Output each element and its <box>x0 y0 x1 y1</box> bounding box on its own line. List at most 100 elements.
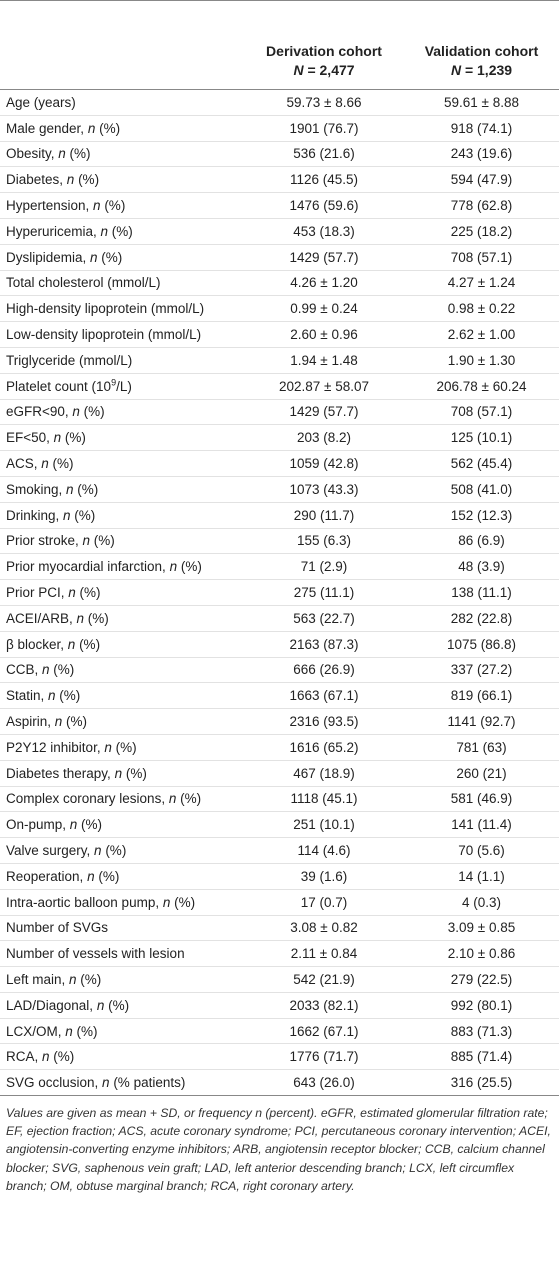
text-part: (%) <box>79 404 105 420</box>
text-part: n <box>54 714 63 730</box>
cell-value: 1616 (65.2) <box>244 734 404 761</box>
cell-value: 1073 (43.3) <box>244 476 404 503</box>
cell-value: 563 (22.7) <box>244 605 404 632</box>
cell-value: 0.98 ± 0.22 <box>404 295 559 323</box>
cell-value: 4.26 ± 1.20 <box>244 270 404 297</box>
text-part: (%) <box>97 249 123 265</box>
row-label: Drinking, n (%) <box>0 502 244 529</box>
text-part: n <box>169 559 178 575</box>
text-part: High-density lipoprotein (mmol/L) <box>6 301 205 317</box>
cell-value: 3.09 ± 0.85 <box>404 915 559 942</box>
table-row: ACEI/ARB, n (%) 563 (22.7) 282 (22.8) <box>0 605 559 632</box>
table-header: Derivation cohort N = 2,477 Validation coh… <box>0 0 559 90</box>
table-row: Statin, n (%) 1663 (67.1) 819 (66.1) <box>0 682 559 710</box>
cell-value: 1476 (59.6) <box>244 192 404 219</box>
text-part: EF<50, <box>6 430 54 446</box>
column-n: N = 2,477 <box>248 61 400 80</box>
text-part: (%) <box>74 172 100 188</box>
text-part: n <box>67 636 76 652</box>
cell-value: 152 (12.3) <box>404 502 559 529</box>
text-part: (%) <box>90 533 115 549</box>
cell-value: 918 (74.1) <box>404 115 559 142</box>
cell-value: 562 (45.4) <box>404 450 559 477</box>
cell-value: 71 (2.9) <box>244 553 404 581</box>
text-part: N <box>293 62 304 78</box>
column-header: Validation cohort N = 1,239 <box>404 0 559 90</box>
text-part: n <box>66 481 74 497</box>
text-part: n <box>168 791 177 807</box>
cell-value: 536 (21.6) <box>244 141 404 168</box>
text-part: Aspirin, <box>6 714 55 730</box>
table-row: Left main, n (%) 542 (21.9) 279 (22.5) <box>0 966 559 993</box>
cell-value: 1118 (45.1) <box>244 786 404 813</box>
text-part: Total cholesterol (mmol/L) <box>6 275 161 291</box>
row-label: Diabetes, n (%) <box>0 166 244 194</box>
table-row: SVG occlusion, n (% patients) 643 (26.0) 3… <box>0 1069 559 1097</box>
row-label: Prior PCI, n (%) <box>0 579 244 606</box>
text-part: (%) <box>111 739 137 755</box>
text-part: eGFR<90, <box>6 404 73 420</box>
text-part: (%) <box>94 868 120 884</box>
cell-value: 4.27 ± 1.24 <box>404 270 559 297</box>
text-part: Smoking, <box>6 481 67 497</box>
row-label: SVG occlusion, n (% patients) <box>0 1069 244 1097</box>
text-part: Obesity, <box>6 146 59 162</box>
row-label: Number of SVGs <box>0 915 244 942</box>
text-part: N <box>450 62 462 78</box>
text-part: (%) <box>48 456 74 472</box>
cell-value: 1901 (76.7) <box>244 115 404 142</box>
cell-value: 1.90 ± 1.30 <box>404 347 559 374</box>
cell-value: 70 (5.6) <box>404 837 559 864</box>
text-part: Diabetes therapy, <box>6 765 115 781</box>
text-part: Low-density lipoprotein (mmol/L) <box>6 327 202 343</box>
table-row: LCX/OM, n (%) 1662 (67.1) 883 (71.3) <box>0 1018 559 1045</box>
cell-value: 141 (11.4) <box>404 811 559 839</box>
cell-value: 206.78 ± 60.24 <box>404 373 559 400</box>
row-label: Hypertension, n (%) <box>0 192 244 219</box>
cell-value: 508 (41.0) <box>404 476 559 503</box>
text-part: CCB, <box>6 662 43 678</box>
table-row: RCA, n (%) 1776 (71.7) 885 (71.4) <box>0 1043 559 1071</box>
cell-value: 48 (3.9) <box>404 553 559 581</box>
text-part: n <box>69 971 77 987</box>
table-row: eGFR<90, n (%) 1429 (57.7) 708 (57.1) <box>0 399 559 426</box>
table-row: EF<50, n (%) 203 (8.2) 125 (10.1) <box>0 424 559 452</box>
text-part: n <box>93 198 101 214</box>
text-part: (%) <box>95 120 121 136</box>
text-part: n <box>58 146 66 162</box>
cell-value: 275 (11.1) <box>244 579 404 606</box>
text-part: n <box>42 1049 50 1065</box>
row-label: Platelet count (109/L) <box>0 373 244 400</box>
text-part: P2Y12 inhibitor, <box>6 739 105 755</box>
text-part: n <box>65 1023 73 1039</box>
cell-value: 39 (1.6) <box>244 863 404 890</box>
cell-value: 125 (10.1) <box>404 424 559 452</box>
text-part: n <box>162 894 171 910</box>
text-part: (%) <box>101 843 127 858</box>
cell-value: 114 (4.6) <box>244 837 404 864</box>
table-row: Age (years) 59.73 ± 8.66 59.61 ± 8.88 <box>0 89 559 116</box>
text-part: (%) <box>170 894 196 910</box>
text-part: /L) <box>116 378 132 394</box>
text-part: (%) <box>70 507 96 523</box>
text-part: (%) <box>108 223 133 239</box>
table-row: CCB, n (%) 666 (26.9) 337 (27.2) <box>0 657 559 684</box>
cell-value: 316 (25.5) <box>404 1069 559 1097</box>
cell-value: 282 (22.8) <box>404 605 559 632</box>
row-label: ACS, n (%) <box>0 450 244 477</box>
cell-value: 453 (18.3) <box>244 218 404 245</box>
cell-value: 708 (57.1) <box>404 244 559 271</box>
table-row: High-density lipoprotein (mmol/L) 0.99 ± … <box>0 295 559 323</box>
text-part: n <box>68 585 76 601</box>
cell-value: 1663 (67.1) <box>244 682 404 710</box>
text-part: Complex coronary lesions, <box>6 791 169 807</box>
cell-value: 14 (1.1) <box>404 863 559 890</box>
cell-value: 86 (6.9) <box>404 528 559 555</box>
row-label: EF<50, n (%) <box>0 424 244 452</box>
cell-value: 2316 (93.5) <box>244 708 404 735</box>
cell-value: 2.11 ± 0.84 <box>244 940 404 968</box>
row-label: Complex coronary lesions, n (%) <box>0 786 244 813</box>
text-part: (%) <box>100 198 126 214</box>
cell-value: 992 (80.1) <box>404 992 559 1019</box>
cell-value: 883 (71.3) <box>404 1018 559 1045</box>
